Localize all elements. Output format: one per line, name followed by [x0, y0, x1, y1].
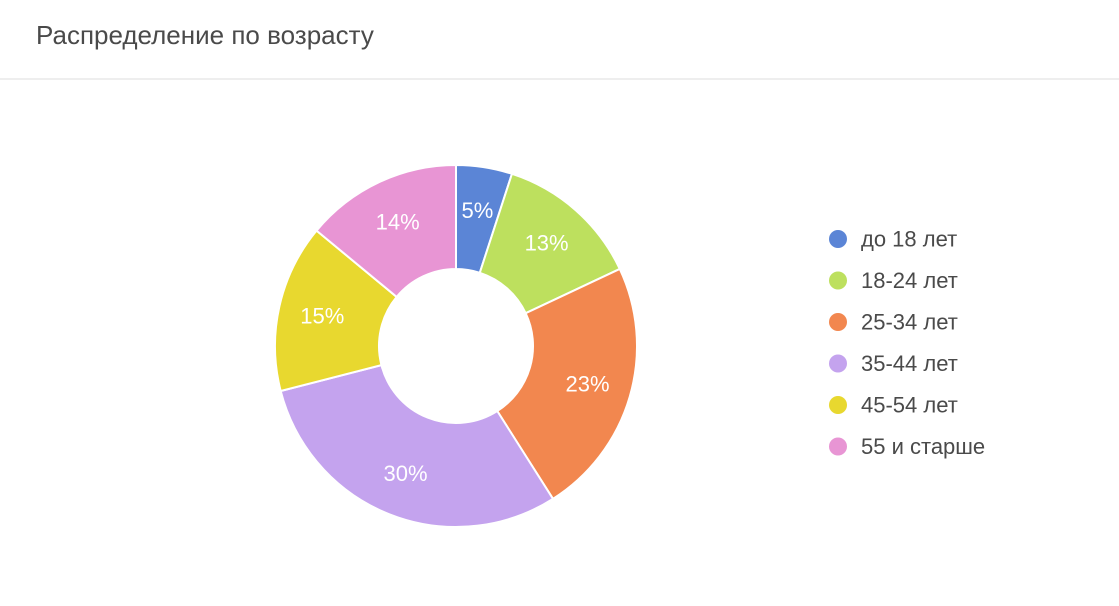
- slice-value-label-1: 5%: [462, 198, 494, 223]
- legend-marker-4: [829, 354, 847, 373]
- legend-label-6[interactable]: 55 и старше: [861, 434, 985, 459]
- chart-legend: до 18 лет 18-24 лет 25-34 лет 35-44 лет 45-5…: [829, 227, 985, 459]
- slice-value-label-6: 14%: [376, 210, 420, 235]
- slice-value-label-3: 23%: [566, 372, 610, 397]
- legend-marker-2: [829, 271, 847, 290]
- donut-slice-labels: 5% 13% 23% 30% 15% 14%: [300, 198, 609, 486]
- slice-value-label-2: 13%: [525, 231, 569, 256]
- legend-label-1[interactable]: до 18 лет: [861, 227, 957, 252]
- donut-slice-4[interactable]: [279, 363, 555, 528]
- slice-value-label-5: 15%: [300, 304, 344, 329]
- donut-slice-2[interactable]: [478, 172, 622, 315]
- donut-slice-5[interactable]: [274, 229, 399, 393]
- legend-label-5[interactable]: 45-54 лет: [861, 393, 958, 418]
- legend-marker-6: [829, 437, 847, 456]
- legend-label-4[interactable]: 35-44 лет: [861, 351, 958, 376]
- donut-slice-6[interactable]: [315, 163, 457, 299]
- slice-value-label-4: 30%: [384, 461, 428, 486]
- donut-slice-3[interactable]: [495, 267, 638, 501]
- legend-label-2[interactable]: 18-24 лет: [861, 268, 958, 293]
- legend-label-3[interactable]: 25-34 лет: [861, 310, 958, 335]
- card-header: Распределение по возрасту: [0, 0, 1119, 80]
- legend-marker-3: [829, 313, 847, 331]
- legend-marker-1: [829, 230, 847, 248]
- chart-title: Распределение по возрасту: [36, 20, 374, 50]
- legend-marker-5: [829, 396, 847, 414]
- donut-slices: [274, 163, 638, 528]
